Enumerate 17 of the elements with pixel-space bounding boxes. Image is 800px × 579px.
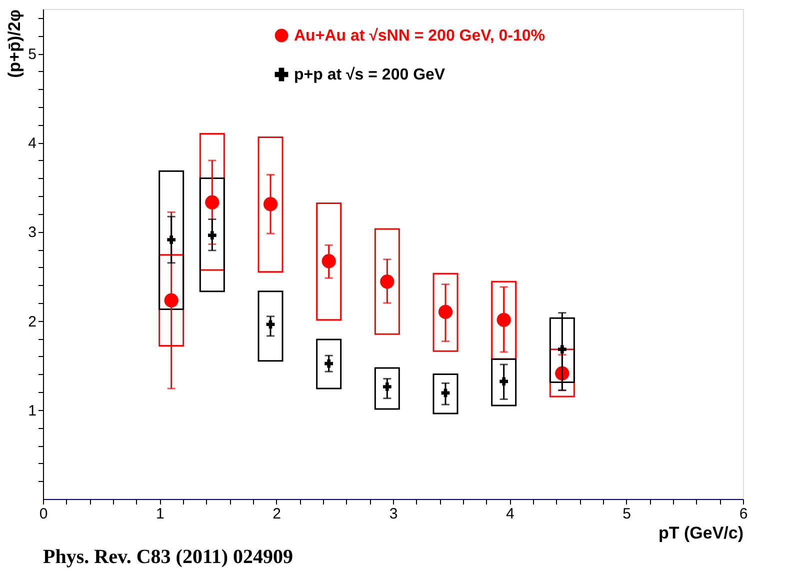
y-tick-label: 1 (28, 402, 36, 420)
y-tick-label: 2 (28, 313, 36, 330)
x-tick-label: 3 (389, 506, 398, 522)
x-tick-label: 0 (39, 506, 48, 522)
x-tick-label: 5 (622, 506, 632, 522)
x-tick-label: 2 (272, 506, 282, 522)
x-tick-label: 1 (156, 506, 164, 522)
x-tick-label: 4 (506, 506, 514, 522)
x-tick-label: 6 (739, 506, 748, 522)
legend-label: Au+Au at √sNN = 200 GeV, 0-10% (294, 28, 545, 44)
y-axis-title: (p+p̄)/2φ (5, 10, 24, 78)
x-axis-title: pT (GeV/c) (658, 524, 744, 542)
y-tick-label: 3 (28, 224, 36, 242)
text: Phys. Rev. C83 (2011) 024909 (43, 546, 293, 568)
y-tick-label: 4 (28, 135, 36, 152)
legend-label: p+p at √s = 200 GeV (294, 66, 446, 84)
y-tick-label: 5 (28, 46, 36, 64)
